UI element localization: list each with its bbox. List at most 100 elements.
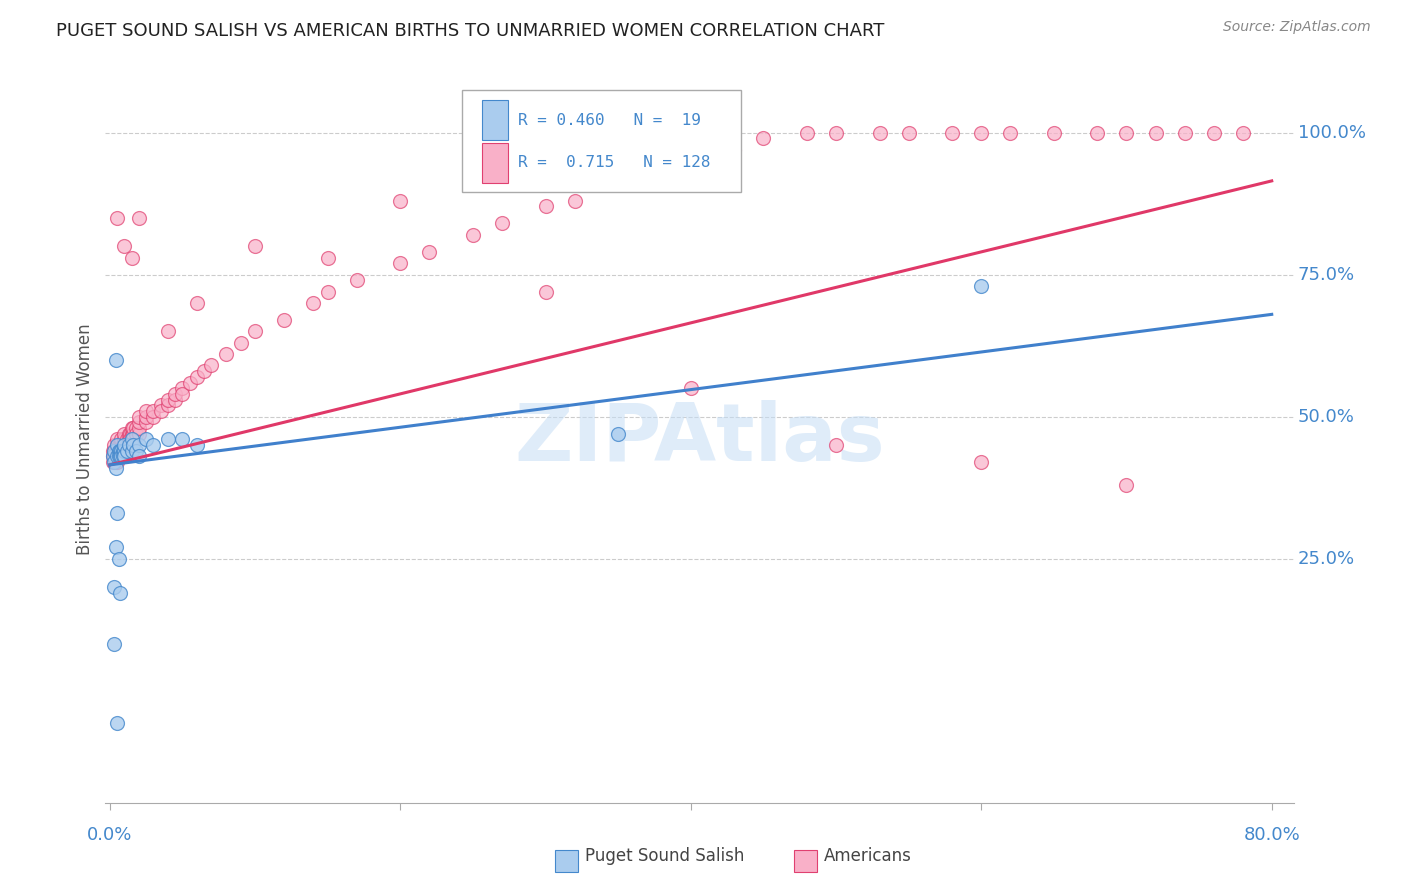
Text: 25.0%: 25.0%	[1298, 549, 1355, 567]
Point	[105, 438, 128, 452]
Point	[125, 426, 148, 441]
Point	[118, 426, 141, 441]
Point	[679, 381, 702, 395]
Point	[103, 580, 125, 594]
Point	[103, 438, 125, 452]
Point	[115, 443, 138, 458]
Point	[172, 433, 194, 447]
Point	[200, 359, 222, 373]
Point	[120, 433, 142, 447]
Point	[156, 433, 179, 447]
Point	[118, 433, 141, 447]
Point	[108, 443, 131, 458]
Point	[122, 438, 145, 452]
Point	[108, 450, 131, 464]
Text: PUGET SOUND SALISH VS AMERICAN BIRTHS TO UNMARRIED WOMEN CORRELATION CHART: PUGET SOUND SALISH VS AMERICAN BIRTHS TO…	[56, 22, 884, 40]
Text: Americans: Americans	[824, 847, 911, 865]
Point	[156, 398, 179, 412]
Point	[172, 381, 194, 395]
Point	[101, 443, 124, 458]
Point	[105, 211, 128, 225]
Point	[111, 438, 134, 452]
Y-axis label: Births to Unmarried Women: Births to Unmarried Women	[76, 324, 94, 555]
Point	[118, 438, 141, 452]
Point	[101, 450, 124, 464]
Point	[104, 540, 127, 554]
Point	[104, 352, 127, 367]
Point	[110, 433, 132, 447]
Point	[111, 443, 134, 458]
Point	[186, 296, 208, 310]
Point	[970, 455, 993, 469]
Point	[122, 421, 145, 435]
Point	[149, 398, 172, 412]
Point	[135, 433, 157, 447]
Point	[607, 177, 630, 191]
Point	[115, 438, 138, 452]
Point	[723, 143, 745, 157]
Point	[107, 443, 129, 458]
Point	[1174, 126, 1197, 140]
Point	[108, 450, 131, 464]
Text: 100.0%: 100.0%	[1298, 124, 1365, 142]
Point	[125, 443, 148, 458]
Point	[121, 421, 143, 435]
Text: 80.0%: 80.0%	[1243, 825, 1301, 844]
Point	[107, 443, 129, 458]
Bar	[482, 101, 508, 140]
Point	[121, 443, 143, 458]
Point	[156, 325, 179, 339]
Point	[115, 433, 138, 447]
Point	[103, 443, 125, 458]
Text: ZIPAtlas: ZIPAtlas	[515, 401, 884, 478]
Point	[121, 251, 143, 265]
Point	[103, 450, 125, 464]
Point	[107, 450, 129, 464]
Point	[970, 279, 993, 293]
Point	[125, 421, 148, 435]
Text: Puget Sound Salish: Puget Sound Salish	[585, 847, 744, 865]
Point	[970, 126, 993, 140]
Point	[1000, 126, 1022, 140]
Point	[796, 126, 818, 140]
Point	[897, 126, 920, 140]
Point	[165, 387, 187, 401]
Point	[107, 450, 129, 464]
Point	[346, 273, 368, 287]
Point	[172, 387, 194, 401]
Point	[142, 404, 165, 418]
Point	[112, 239, 135, 253]
Point	[112, 443, 135, 458]
Point	[142, 409, 165, 424]
Point	[104, 443, 127, 458]
Point	[243, 239, 266, 253]
Point	[105, 443, 128, 458]
Point	[1202, 126, 1225, 140]
Point	[302, 296, 325, 310]
Point	[105, 455, 128, 469]
Point	[110, 443, 132, 458]
Point	[461, 154, 484, 169]
Point	[389, 256, 412, 270]
Point	[101, 455, 124, 469]
Point	[110, 438, 132, 452]
Point	[120, 426, 142, 441]
Point	[128, 421, 150, 435]
Point	[122, 426, 145, 441]
Text: Source: ZipAtlas.com: Source: ZipAtlas.com	[1223, 20, 1371, 34]
Point	[105, 716, 128, 731]
Text: 75.0%: 75.0%	[1298, 266, 1355, 284]
Point	[104, 450, 127, 464]
Point	[534, 285, 557, 299]
Point	[1115, 126, 1137, 140]
Point	[121, 433, 143, 447]
Point	[461, 227, 484, 242]
Point	[112, 438, 135, 452]
Text: R =  0.715   N = 128: R = 0.715 N = 128	[517, 155, 710, 170]
Point	[108, 443, 131, 458]
Point	[179, 376, 201, 390]
Point	[607, 426, 630, 441]
Point	[135, 409, 157, 424]
Text: 0.0%: 0.0%	[87, 825, 132, 844]
Point	[564, 194, 586, 208]
